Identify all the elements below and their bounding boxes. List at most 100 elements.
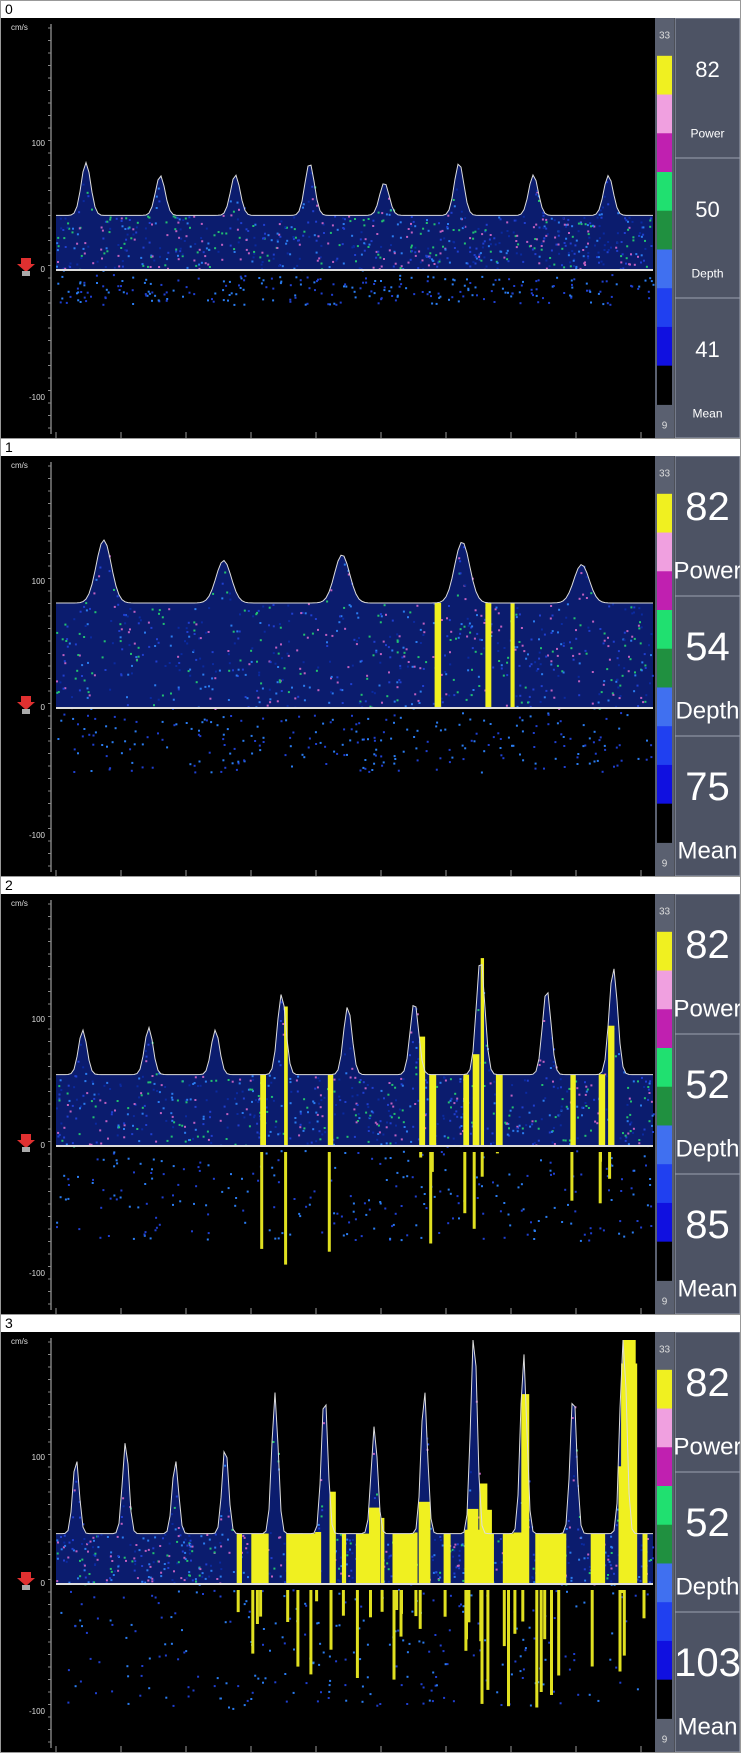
below-speck xyxy=(367,738,369,740)
spectrum-speck xyxy=(60,1079,62,1081)
spectrum-speck xyxy=(641,254,643,256)
below-speck xyxy=(476,1176,478,1178)
spectrum-speck xyxy=(92,1546,94,1548)
spectrum-speck xyxy=(400,237,402,239)
below-speck xyxy=(385,1157,387,1159)
spectrum-speck xyxy=(481,233,483,235)
spectrum-speck xyxy=(406,648,408,650)
spectrum-speck xyxy=(624,632,626,634)
spectrum-speck xyxy=(247,697,249,699)
spectrum-speck xyxy=(475,609,477,611)
spectrum-speck xyxy=(569,261,571,263)
spectrum-speck xyxy=(469,237,471,239)
spectrum-speck xyxy=(132,228,134,230)
below-speck xyxy=(327,303,329,305)
spectrum-speck xyxy=(344,1101,346,1103)
spectrum-speck xyxy=(573,1475,575,1477)
spectrum-speck xyxy=(300,1124,302,1126)
spectrum-speck xyxy=(114,1110,116,1112)
below-speck xyxy=(150,283,152,285)
spectrum-speck xyxy=(618,650,620,652)
spectrum-speck xyxy=(507,1134,509,1136)
spectrum-speck xyxy=(410,1141,412,1143)
spectrum-speck xyxy=(624,232,626,234)
below-speck xyxy=(427,276,429,278)
below-speck xyxy=(403,751,405,753)
spectrum-speck xyxy=(186,235,188,237)
spectrum-speck xyxy=(343,607,345,609)
spectrum-speck xyxy=(533,226,535,228)
spectrum-speck xyxy=(649,1092,651,1094)
spectrum-speck xyxy=(629,227,631,229)
spectrum-speck xyxy=(606,1108,608,1110)
colorbar-band xyxy=(657,1680,672,1719)
spectrum-speck xyxy=(66,638,68,640)
spectrum-speck xyxy=(154,645,156,647)
spectrum-speck xyxy=(236,630,238,632)
spectrum-speck xyxy=(550,605,552,607)
spectrum-speck xyxy=(489,239,491,241)
below-speck xyxy=(381,765,383,767)
below-speck xyxy=(252,1173,254,1175)
spectrum-speck xyxy=(517,243,519,245)
spectrum-speck xyxy=(84,680,86,682)
spectrum-speck xyxy=(487,1128,489,1130)
below-speck xyxy=(531,289,533,291)
spectrum-speck xyxy=(456,1100,458,1102)
spectrum-speck xyxy=(585,650,587,652)
spectrum-speck xyxy=(127,1113,129,1115)
below-speck xyxy=(177,1184,179,1186)
spectrum-speck xyxy=(243,1116,245,1118)
spectrum-speck xyxy=(394,1113,396,1115)
doppler-panel: 1cm/s1000-10033982Power54Depth75Mean xyxy=(0,438,741,876)
spectrum-speck xyxy=(578,1094,580,1096)
below-speck xyxy=(189,292,191,294)
spectrum-speck xyxy=(228,699,230,701)
below-speck xyxy=(208,1164,210,1166)
below-speck xyxy=(166,291,168,293)
spectrum-speck xyxy=(178,1535,180,1537)
spectrum-speck xyxy=(579,653,581,655)
spectrum-speck xyxy=(449,1120,451,1122)
high-power-band xyxy=(444,1534,451,1584)
spectrum-speck xyxy=(652,1557,654,1559)
spectrum-speck xyxy=(387,1094,389,1096)
below-speck xyxy=(119,289,121,291)
below-speck xyxy=(535,763,537,765)
spectrum-speck xyxy=(332,261,334,263)
spectrum-speck xyxy=(543,1100,545,1102)
spectrum-speck xyxy=(460,572,462,574)
below-speck xyxy=(531,292,533,294)
below-speck xyxy=(232,1708,234,1710)
spectrum-speck xyxy=(535,194,537,196)
spectrum-speck xyxy=(558,235,560,237)
spectrum-speck xyxy=(585,1086,587,1088)
spectrum-speck xyxy=(79,1107,81,1109)
spectrum-speck xyxy=(178,627,180,629)
spectrum-speck xyxy=(89,1573,91,1575)
spectrum-speck xyxy=(397,223,399,225)
spectrum-speck xyxy=(570,265,572,267)
spectrum-speck xyxy=(544,696,546,698)
spectrum-speck xyxy=(435,1571,437,1573)
spectrum-speck xyxy=(190,1560,192,1562)
spectrum-speck xyxy=(72,1539,74,1541)
spectrum-speck xyxy=(587,255,589,257)
spectrum-speck xyxy=(275,693,277,695)
below-speck xyxy=(104,296,106,298)
spectrum-speck xyxy=(399,667,401,669)
spectrum-speck xyxy=(242,1112,244,1114)
spectrum-speck xyxy=(237,229,239,231)
spectrum-speck xyxy=(631,636,633,638)
spectrum-speck xyxy=(527,1080,529,1082)
spectrum-speck xyxy=(352,665,354,667)
spectrum-speck xyxy=(625,1140,627,1142)
probe-icon-base xyxy=(22,1147,30,1152)
spectrum-speck xyxy=(552,1142,554,1144)
spectrum-speck xyxy=(246,239,248,241)
below-speck xyxy=(646,740,648,742)
spectrum-speck xyxy=(310,614,312,616)
spectrum-speck xyxy=(138,647,140,649)
below-speck xyxy=(295,297,297,299)
readout-value: 82 xyxy=(685,923,730,967)
